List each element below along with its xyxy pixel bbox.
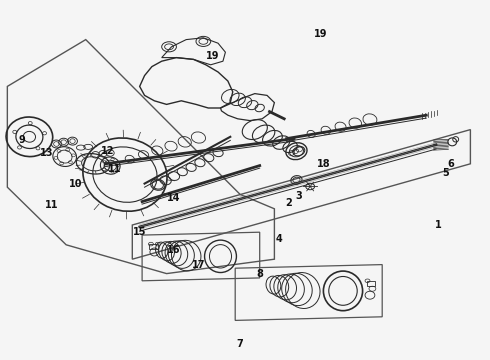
Text: 14: 14 bbox=[167, 193, 181, 203]
Text: 13: 13 bbox=[40, 148, 53, 158]
Text: 15: 15 bbox=[133, 227, 147, 237]
Text: 11: 11 bbox=[108, 164, 122, 174]
Text: 11: 11 bbox=[45, 200, 58, 210]
Text: 10: 10 bbox=[69, 179, 83, 189]
Text: 7: 7 bbox=[237, 339, 244, 349]
Text: 12: 12 bbox=[101, 146, 115, 156]
Text: 5: 5 bbox=[442, 168, 449, 178]
Text: 6: 6 bbox=[447, 159, 454, 169]
Text: 16: 16 bbox=[167, 245, 181, 255]
Bar bbox=[367, 281, 375, 286]
Text: 1: 1 bbox=[435, 220, 442, 230]
Text: 4: 4 bbox=[276, 234, 283, 244]
Text: 3: 3 bbox=[295, 191, 302, 201]
Bar bbox=[149, 244, 158, 249]
Text: 17: 17 bbox=[192, 260, 205, 270]
Text: 9: 9 bbox=[19, 135, 25, 145]
Text: 18: 18 bbox=[317, 159, 330, 169]
Text: 19: 19 bbox=[206, 51, 220, 61]
Text: 2: 2 bbox=[286, 198, 293, 208]
Text: 8: 8 bbox=[256, 269, 263, 279]
Text: 19: 19 bbox=[314, 29, 328, 39]
